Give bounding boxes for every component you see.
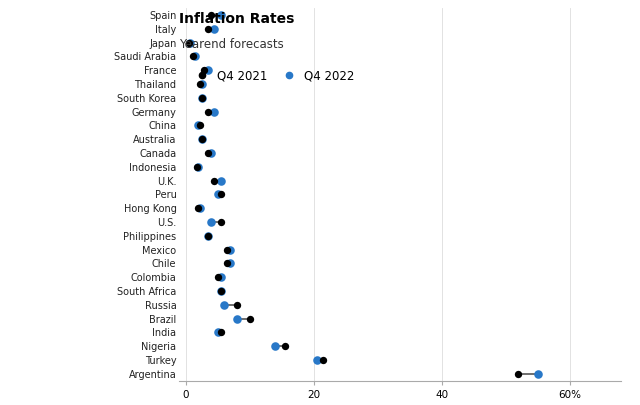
Point bbox=[188, 53, 198, 60]
Point bbox=[216, 288, 226, 294]
Point bbox=[196, 136, 207, 143]
Point bbox=[196, 136, 207, 143]
Point bbox=[196, 94, 207, 101]
Point bbox=[318, 357, 328, 363]
Point bbox=[203, 26, 213, 32]
Point bbox=[212, 274, 223, 280]
Text: Yearend forecasts: Yearend forecasts bbox=[179, 38, 284, 51]
Point bbox=[206, 12, 216, 18]
Point bbox=[216, 274, 226, 280]
Point bbox=[195, 122, 205, 129]
Point bbox=[216, 288, 226, 294]
Point bbox=[195, 205, 205, 211]
Point bbox=[216, 177, 226, 184]
Point bbox=[244, 315, 255, 322]
Point bbox=[232, 315, 242, 322]
Point bbox=[280, 343, 290, 350]
Point bbox=[184, 39, 194, 46]
Point bbox=[225, 246, 236, 253]
Point bbox=[193, 122, 204, 129]
Point bbox=[270, 343, 280, 350]
Point bbox=[203, 150, 213, 156]
Text: Inflation Rates: Inflation Rates bbox=[179, 12, 294, 26]
Point bbox=[532, 371, 543, 377]
Point bbox=[216, 219, 226, 225]
Legend: Q4 2021, Q4 2022: Q4 2021, Q4 2022 bbox=[185, 65, 359, 87]
Point bbox=[192, 164, 202, 170]
Point bbox=[225, 260, 236, 266]
Point bbox=[190, 53, 200, 60]
Point bbox=[197, 94, 207, 101]
Point bbox=[195, 81, 205, 87]
Point bbox=[222, 246, 232, 253]
Point bbox=[198, 67, 209, 73]
Point bbox=[513, 371, 524, 377]
Point bbox=[232, 302, 242, 308]
Point bbox=[212, 191, 223, 198]
Point bbox=[222, 260, 232, 266]
Point bbox=[203, 232, 213, 239]
Point bbox=[193, 164, 204, 170]
Point bbox=[312, 357, 322, 363]
Point bbox=[203, 67, 213, 73]
Point bbox=[216, 12, 226, 18]
Point bbox=[216, 329, 226, 336]
Point bbox=[219, 302, 229, 308]
Point bbox=[212, 329, 223, 336]
Point bbox=[209, 177, 220, 184]
Point bbox=[216, 191, 226, 198]
Point bbox=[206, 219, 216, 225]
Point bbox=[203, 232, 213, 239]
Point bbox=[206, 150, 216, 156]
Point bbox=[209, 26, 220, 32]
Point bbox=[196, 81, 207, 87]
Point bbox=[209, 109, 220, 115]
Point bbox=[185, 39, 195, 46]
Point bbox=[203, 109, 213, 115]
Point bbox=[193, 205, 204, 211]
